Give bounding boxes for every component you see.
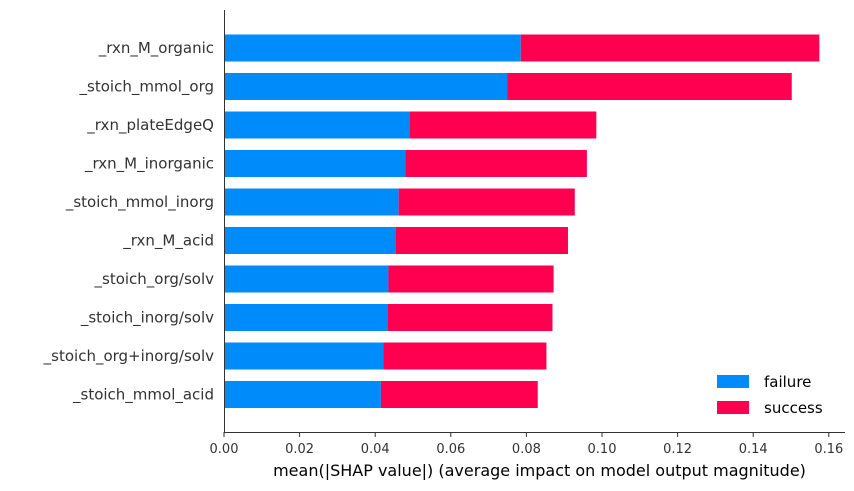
bar-failure-8 xyxy=(224,342,384,370)
x-tick-label: 0.08 xyxy=(512,442,541,457)
bar-success-8 xyxy=(383,342,547,370)
legend-label-failure: failure xyxy=(764,373,811,391)
x-tick-label: 0.14 xyxy=(739,442,768,457)
bar-success-5 xyxy=(395,227,568,254)
bar-failure-3 xyxy=(224,150,406,177)
bar-failure-7 xyxy=(224,304,388,331)
legend-swatch-success xyxy=(717,401,749,414)
category-labels: _rxn_M_organic _stoich_mmol_org _rxn_plate… xyxy=(43,39,214,405)
bar-success-3 xyxy=(405,150,587,177)
bar-failure-6 xyxy=(224,265,389,293)
x-tick-label: 0.10 xyxy=(588,442,617,457)
x-tick-label: 0.06 xyxy=(436,442,465,457)
category-label: _stoich_org+inorg/solv xyxy=(43,347,214,366)
category-label: _stoich_org/solv xyxy=(94,270,215,289)
bar-failure-4 xyxy=(224,188,399,216)
legend-label-success: success xyxy=(764,399,823,417)
bar-success-4 xyxy=(398,188,575,216)
x-tick-label: 0.04 xyxy=(361,442,390,457)
x-tick-label: 0.16 xyxy=(814,442,843,457)
category-label: _rxn_M_acid xyxy=(122,232,214,251)
bar-success-1 xyxy=(507,73,792,100)
bars-layer xyxy=(224,34,820,408)
category-label: _stoich_mmol_inorg xyxy=(65,193,214,212)
x-tick-label: 0.00 xyxy=(210,442,239,457)
bar-success-9 xyxy=(380,381,538,408)
legend-swatch-failure xyxy=(717,375,749,388)
category-label: _rxn_M_organic xyxy=(98,39,214,58)
category-label: _rxn_M_inorganic xyxy=(84,155,214,174)
x-axis-ticks: 0.00 0.02 0.04 0.06 0.08 0.10 0.12 0.14 0.16 xyxy=(210,432,843,457)
bar-failure-1 xyxy=(224,73,508,100)
bar-failure-9 xyxy=(224,381,381,408)
bar-failure-2 xyxy=(224,111,410,139)
category-label: _stoich_inorg/solv xyxy=(80,309,214,328)
bar-success-2 xyxy=(409,111,597,139)
bar-success-6 xyxy=(388,265,554,293)
bar-success-7 xyxy=(387,304,553,331)
category-label: _stoich_mmol_acid xyxy=(72,386,214,405)
x-tick-label: 0.02 xyxy=(285,442,314,457)
x-tick-label: 0.12 xyxy=(663,442,692,457)
category-label: _rxn_plateEdgeQ xyxy=(86,116,214,135)
legend: failure success xyxy=(717,373,823,417)
bar-failure-0 xyxy=(224,34,521,62)
category-label: _stoich_mmol_org xyxy=(79,78,214,97)
bar-success-0 xyxy=(520,34,820,62)
x-axis-title: mean(|SHAP value|) (average impact on mo… xyxy=(273,461,806,480)
bar-failure-5 xyxy=(224,227,396,254)
